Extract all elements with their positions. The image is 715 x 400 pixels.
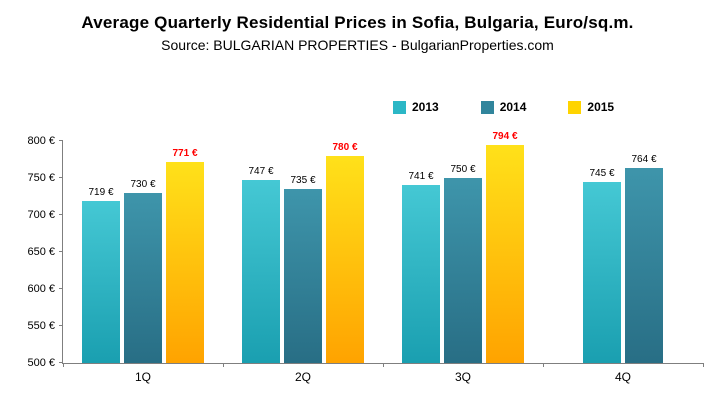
- bar-value-label: 747 €: [248, 166, 274, 178]
- y-tick-mark: [59, 214, 63, 215]
- bar: [242, 180, 280, 363]
- y-tick-label: 600 €: [27, 283, 55, 295]
- bar-value-label: 750 €: [450, 164, 476, 175]
- y-tick-label: 750 €: [27, 172, 55, 184]
- bar-2014-4Q: 764 €: [623, 154, 665, 363]
- bar-2014-2Q: 735 €: [282, 175, 324, 363]
- bar: [284, 189, 322, 363]
- bar-2013-4Q: 745 €: [581, 168, 623, 363]
- bar-value-label: 794 €: [492, 131, 518, 143]
- y-tick-label: 650 €: [27, 246, 55, 258]
- legend-swatch-icon: [393, 100, 406, 114]
- bar-2015-2Q: 780 €: [324, 142, 366, 363]
- bar-value-label: 741 €: [408, 170, 434, 182]
- bar-value-label: 730 €: [130, 178, 156, 190]
- legend-label: 2015: [587, 100, 615, 114]
- y-tick-mark: [59, 362, 63, 363]
- x-axis-label-4Q: 4Q: [614, 370, 631, 384]
- y-tick-mark: [59, 177, 63, 178]
- bar-group-1Q: 719 € 730 € 771 €: [63, 141, 223, 363]
- bar: [486, 145, 524, 363]
- legend-item-2013: 2013: [393, 100, 439, 114]
- bar: [124, 192, 162, 363]
- x-axis-label-1Q: 1Q: [134, 370, 151, 384]
- bar: [82, 200, 120, 363]
- bar-value-label: 771 €: [172, 148, 198, 160]
- bar-2015-1Q: 771 €: [164, 148, 206, 363]
- bar: [166, 162, 204, 363]
- bar: [444, 178, 482, 363]
- x-tick-mark: [63, 363, 64, 367]
- x-tick-mark: [703, 363, 704, 367]
- legend: 2013 2014 2015: [393, 100, 614, 114]
- y-tick-mark: [59, 251, 63, 252]
- bar: [625, 167, 663, 363]
- x-tick-mark: [223, 363, 224, 367]
- legend-item-2014: 2014: [480, 100, 527, 114]
- y-tick-label: 800 €: [27, 135, 55, 147]
- legend-label: 2013: [412, 100, 439, 114]
- bar-2014-3Q: 750 €: [442, 164, 484, 363]
- bar-group-3Q: 741 € 750 € 794 €: [383, 131, 543, 363]
- bar-groups: 719 € 730 € 771 € 747 € 735 € 780 € 741 € 750 €…: [63, 131, 703, 363]
- y-tick-label: 700 €: [27, 209, 55, 221]
- y-tick-mark: [59, 325, 63, 326]
- x-axis-label-2Q: 2Q: [294, 370, 311, 384]
- bar-2013-3Q: 741 €: [400, 171, 442, 363]
- legend-item-2015: 2015: [568, 100, 614, 114]
- bar-value-label: 780 €: [332, 141, 358, 153]
- bar: [402, 184, 440, 363]
- bar-2014-1Q: 730 €: [122, 179, 164, 363]
- plot-area: 719 € 730 € 771 € 747 € 735 € 780 € 741 € 750 €…: [27, 131, 704, 384]
- x-tick-mark: [383, 363, 384, 367]
- x-tick-mark: [543, 363, 544, 367]
- y-tick-mark: [59, 288, 63, 289]
- bar-value-label: 735 €: [290, 175, 316, 187]
- bar: [583, 181, 621, 363]
- chart-subtitle: Source: BULGARIAN PROPERTIES - Bulgarian…: [161, 37, 554, 53]
- legend-swatch-icon: [480, 100, 494, 114]
- bar-value-label: 719 €: [88, 186, 114, 198]
- legend-label: 2014: [499, 100, 527, 114]
- x-axis-labels: 1Q 2Q 3Q 4Q: [63, 370, 703, 384]
- bar: [326, 155, 364, 363]
- bar-2013-1Q: 719 €: [80, 187, 122, 363]
- bar-value-label: 745 €: [589, 167, 615, 179]
- y-tick-mark: [59, 140, 63, 141]
- bar-group-4Q: 745 € 764 €: [543, 141, 703, 363]
- y-tick-label: 500 €: [27, 357, 55, 369]
- chart-title: Average Quarterly Residential Prices in …: [81, 13, 634, 32]
- legend-swatch-icon: [568, 100, 582, 114]
- bar-value-label: 764 €: [631, 153, 657, 165]
- y-tick-label: 550 €: [27, 320, 55, 332]
- x-axis-label-3Q: 3Q: [454, 370, 471, 384]
- bar-2013-2Q: 747 €: [240, 166, 282, 363]
- bar-2015-3Q: 794 €: [484, 131, 526, 363]
- bar-group-2Q: 747 € 735 € 780 €: [223, 141, 383, 363]
